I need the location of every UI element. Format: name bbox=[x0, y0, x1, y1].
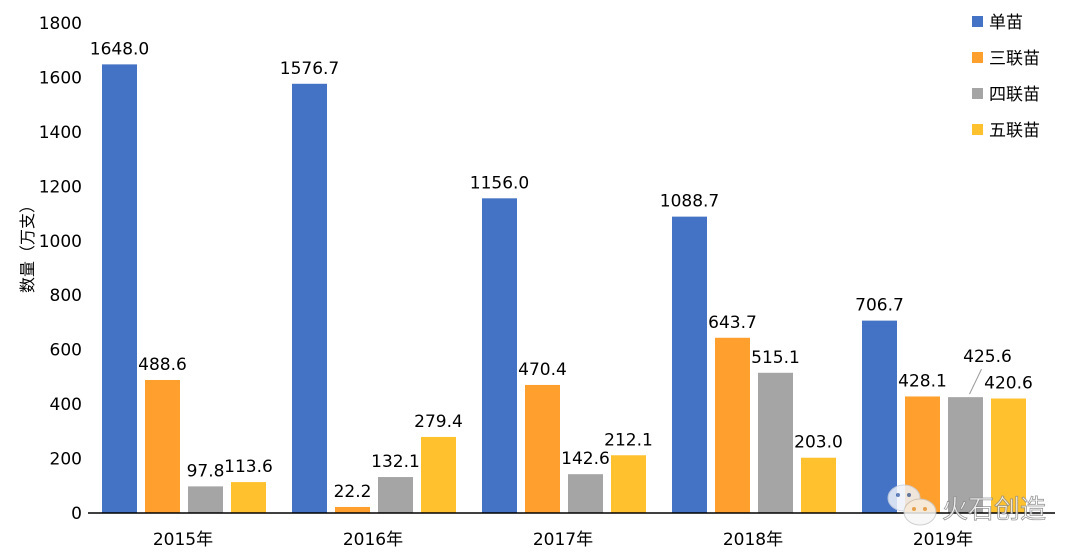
bar bbox=[991, 398, 1026, 513]
bar bbox=[758, 372, 793, 513]
y-axis-label: 数量（万支） bbox=[18, 197, 37, 293]
data-label: 425.6 bbox=[963, 347, 1012, 367]
data-label: 212.1 bbox=[604, 430, 653, 450]
bar bbox=[335, 506, 370, 513]
x-tick-label: 2018年 bbox=[723, 530, 783, 550]
bar bbox=[378, 477, 413, 513]
data-labels: 1648.0 488.6 97.8 113.6 1576.7 22.2 132.1 279.4… bbox=[90, 39, 1033, 502]
y-axis: 0 200 400 600 800 1000 1200 1400 1600 1800 bbox=[39, 14, 82, 524]
legend-label: 五联苗 bbox=[989, 121, 1040, 141]
legend-swatch bbox=[972, 16, 983, 27]
bar bbox=[611, 455, 646, 513]
legend-label: 四联苗 bbox=[989, 85, 1040, 105]
bar bbox=[862, 320, 897, 513]
x-tick-label: 2015年 bbox=[153, 530, 213, 550]
bar bbox=[482, 198, 517, 514]
bar bbox=[292, 83, 327, 513]
watermark-text: 火石创造 bbox=[942, 495, 1046, 525]
data-label: 132.1 bbox=[371, 452, 420, 472]
y-tick-label: 600 bbox=[50, 341, 82, 361]
bar bbox=[102, 64, 137, 513]
data-label: 488.6 bbox=[138, 355, 187, 375]
bar bbox=[231, 482, 266, 513]
x-axis: 2015年 2016年 2017年 2018年 2019年 bbox=[153, 530, 973, 550]
x-tick-label: 2016年 bbox=[343, 530, 403, 550]
y-tick-label: 1800 bbox=[39, 14, 82, 34]
x-tick-label: 2017年 bbox=[533, 530, 593, 550]
bar bbox=[672, 216, 707, 514]
x-tick-label: 2019年 bbox=[913, 530, 973, 550]
watermark: 火石创造 bbox=[887, 484, 1046, 526]
data-label: 1156.0 bbox=[470, 173, 529, 193]
leader-line bbox=[969, 368, 982, 395]
y-tick-label: 1600 bbox=[39, 68, 82, 88]
data-label: 515.1 bbox=[751, 348, 800, 368]
legend-swatch bbox=[972, 52, 983, 63]
data-label: 470.4 bbox=[518, 360, 567, 380]
bar bbox=[801, 457, 836, 513]
data-label: 22.2 bbox=[334, 482, 372, 502]
legend-swatch bbox=[972, 124, 983, 135]
legend-label: 三联苗 bbox=[989, 49, 1040, 69]
data-label: 1648.0 bbox=[90, 39, 149, 59]
data-label: 113.6 bbox=[224, 457, 273, 477]
y-tick-label: 1000 bbox=[39, 232, 82, 252]
bar bbox=[715, 337, 750, 513]
legend-swatch bbox=[972, 88, 983, 99]
data-label: 279.4 bbox=[414, 412, 463, 432]
data-label: 420.6 bbox=[984, 374, 1033, 394]
data-label: 1576.7 bbox=[280, 59, 339, 79]
y-tick-label: 800 bbox=[50, 286, 82, 306]
data-label: 203.0 bbox=[794, 433, 843, 453]
data-label: 1088.7 bbox=[660, 192, 719, 212]
legend-label: 单苗 bbox=[989, 13, 1023, 33]
bar bbox=[421, 436, 456, 513]
bars bbox=[102, 64, 1026, 514]
bar bbox=[525, 384, 560, 513]
y-tick-label: 400 bbox=[50, 395, 82, 415]
bar bbox=[188, 486, 223, 513]
y-tick-label: 1400 bbox=[39, 123, 82, 143]
y-tick-label: 1200 bbox=[39, 177, 82, 197]
data-label: 142.6 bbox=[561, 449, 610, 469]
bar bbox=[145, 379, 180, 513]
data-label: 706.7 bbox=[855, 296, 904, 316]
wechat-icon bbox=[887, 484, 937, 526]
y-tick-label: 0 bbox=[71, 504, 82, 524]
data-label: 428.1 bbox=[898, 371, 947, 391]
data-label: 643.7 bbox=[708, 313, 757, 333]
bar bbox=[948, 397, 983, 513]
data-label: 97.8 bbox=[187, 461, 225, 481]
bar bbox=[568, 474, 603, 513]
y-tick-label: 200 bbox=[50, 450, 82, 470]
